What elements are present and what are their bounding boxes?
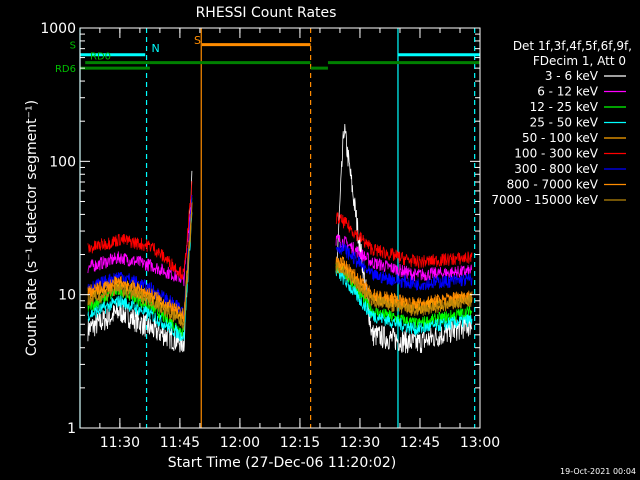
chart-title: RHESSI Count Rates — [196, 5, 337, 21]
y-tick-label-1: 10 — [58, 288, 76, 304]
state-bar-label-s: S — [194, 34, 201, 47]
state-bar-label-3: S — [70, 41, 76, 52]
series-line-3-0 — [87, 212, 193, 342]
state-bar-label-2: RD6 — [55, 64, 76, 75]
series-line-5-0 — [87, 181, 193, 280]
y-tick-label-2: 100 — [49, 154, 76, 170]
legend-label-2: 12 - 25 keV — [530, 100, 599, 114]
marker-label-0: N — [152, 42, 160, 55]
y-axis-label: Count Rate (s⁻¹ detector segment⁻¹) — [24, 100, 40, 356]
footer-timestamp: 19-Oct-2021 00:04 — [560, 467, 636, 476]
series-line-6-1 — [335, 242, 473, 291]
legend-label-0: 3 - 6 keV — [545, 69, 599, 83]
x-tick-label-3: 12:15 — [280, 435, 320, 451]
y-axis: 1 10 100 1000 — [40, 21, 480, 437]
series-line-5-1 — [335, 212, 473, 269]
series-line-0-1 — [335, 123, 473, 354]
x-tick-label-6: 13:00 — [460, 435, 500, 451]
plot-frame — [79, 27, 481, 429]
series-line-2-0 — [87, 197, 193, 337]
legend-label-5: 100 - 300 keV — [514, 147, 598, 161]
x-tick-label-2: 12:00 — [220, 435, 260, 451]
series-line-8-0 — [87, 211, 193, 331]
legend-label-6: 300 - 800 keV — [514, 162, 598, 176]
legend-label-4: 50 - 100 keV — [522, 131, 599, 145]
x-axis: 11:30 11:45 12:00 12:15 12:30 12:45 13:00 — [99, 28, 500, 451]
series-line-7-1 — [335, 256, 473, 311]
x-tick-label-5: 12:45 — [400, 435, 440, 451]
legend: Det 1f,3f,4f,5f,6f,9f, FDecim 1, Att 0 3… — [491, 39, 632, 207]
y-tick-label-0: 1 — [67, 421, 76, 437]
legend-header-1: Det 1f,3f,4f,5f,6f,9f, — [513, 39, 632, 53]
legend-label-7: 800 - 7000 keV — [507, 178, 599, 192]
x-tick-label-0: 11:30 — [100, 435, 140, 451]
legend-header-2: FDecim 1, Att 0 — [533, 54, 626, 68]
state-bar-label-1: RD0 — [90, 52, 111, 63]
x-tick-label-4: 12:30 — [340, 435, 380, 451]
y-tick-label-3: 1000 — [40, 21, 76, 37]
series-line-3-1 — [335, 267, 473, 336]
series-line-7-0 — [87, 202, 193, 322]
series-line-1-0 — [87, 194, 193, 287]
series-line-8-1 — [335, 261, 473, 317]
x-axis-label: Start Time (27-Dec-06 11:20:02) — [168, 455, 396, 471]
plot-area: N RD0 RD6 S S — [55, 28, 480, 428]
x-tick-label-1: 11:45 — [160, 435, 200, 451]
series-line-1-1 — [335, 233, 473, 282]
legend-label-8: 7000 - 15000 keV — [491, 193, 598, 207]
legend-label-3: 25 - 50 keV — [530, 116, 599, 130]
legend-label-1: 6 - 12 keV — [537, 85, 599, 99]
